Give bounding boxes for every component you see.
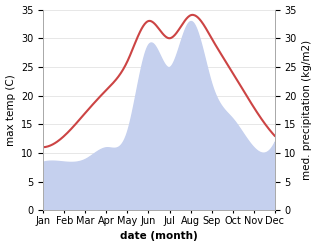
X-axis label: date (month): date (month) [120,231,198,242]
Y-axis label: med. precipitation (kg/m2): med. precipitation (kg/m2) [302,40,313,180]
Y-axis label: max temp (C): max temp (C) [5,74,16,146]
